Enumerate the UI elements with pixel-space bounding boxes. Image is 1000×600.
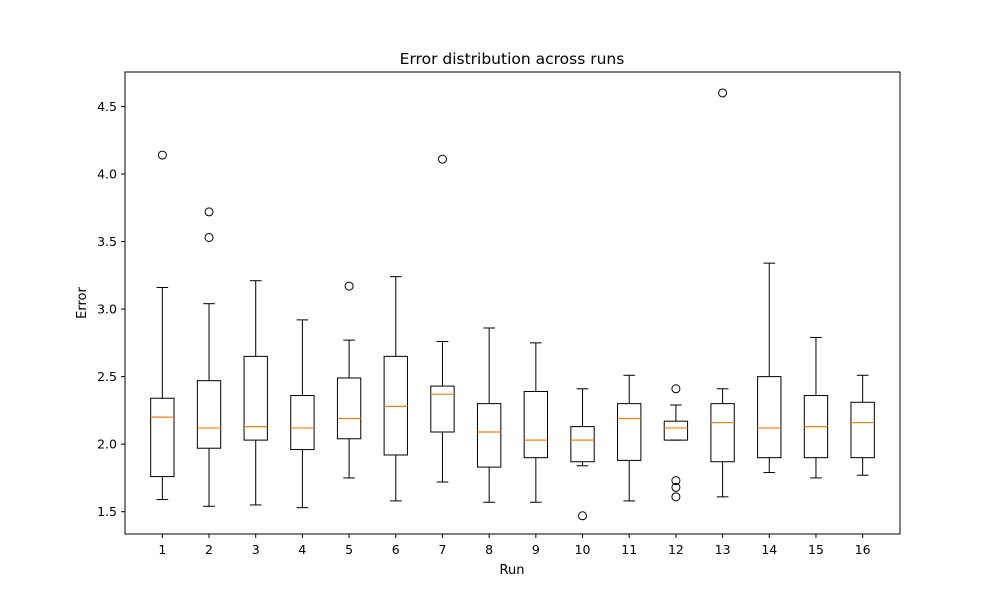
- outlier-point: [204, 232, 214, 242]
- iqr-box: [430, 385, 455, 433]
- box-run-7: [430, 154, 455, 483]
- x-axis-ticks: 1 2 3 4 5 6 7 8 9 10 11 12 13 14 15 16: [158, 534, 871, 557]
- x-tick-label: 9: [532, 542, 540, 557]
- x-tick-label: 2: [205, 542, 213, 557]
- outlier-point: [671, 482, 681, 492]
- y-tick-label: 1.5: [97, 504, 117, 519]
- iqr-box: [570, 426, 595, 463]
- y-tick-label: 3.0: [97, 302, 117, 317]
- x-tick-label: 12: [668, 542, 684, 557]
- y-axis-label: Error: [75, 287, 90, 319]
- box-run-11: [617, 374, 642, 502]
- box-run-3: [243, 280, 268, 506]
- box-run-6: [383, 276, 408, 502]
- y-tick-label: 2.5: [97, 369, 117, 384]
- box-run-5: [336, 281, 362, 479]
- outlier-point: [344, 281, 354, 291]
- outlier-point: [718, 88, 728, 98]
- boxes-layer: [150, 88, 875, 521]
- box-run-1: [150, 150, 175, 501]
- box-run-12: [663, 384, 689, 502]
- x-tick-label: 16: [855, 542, 871, 557]
- x-tick-label: 11: [621, 542, 637, 557]
- box-run-8: [476, 327, 502, 503]
- x-tick-label: 15: [808, 542, 824, 557]
- iqr-box: [663, 420, 689, 441]
- box-run-13: [710, 88, 735, 498]
- iqr-box: [150, 397, 175, 478]
- outlier-point: [578, 511, 588, 521]
- outlier-point: [671, 476, 681, 486]
- box-run-9: [523, 342, 549, 503]
- chart-title: Error distribution across runs: [400, 50, 625, 68]
- x-tick-label: 4: [298, 542, 306, 557]
- iqr-box: [383, 355, 408, 456]
- iqr-box: [290, 395, 315, 451]
- x-tick-label: 10: [575, 542, 591, 557]
- iqr-box: [617, 403, 642, 461]
- x-tick-label: 5: [345, 542, 353, 557]
- x-tick-label: 8: [485, 542, 493, 557]
- iqr-box: [523, 390, 549, 459]
- box-run-14: [757, 262, 782, 474]
- x-tick-label: 13: [715, 542, 731, 557]
- iqr-box: [196, 380, 222, 449]
- box-run-10: [570, 388, 595, 521]
- x-tick-label: 3: [252, 542, 260, 557]
- x-axis-label: Run: [500, 563, 525, 578]
- box-run-4: [290, 319, 315, 509]
- box-run-2: [196, 207, 222, 507]
- y-tick-label: 2.0: [97, 437, 117, 452]
- x-tick-label: 6: [392, 542, 400, 557]
- y-tick-label: 4.5: [97, 99, 117, 114]
- iqr-box: [243, 355, 268, 441]
- outlier-point: [204, 207, 214, 217]
- outlier-point: [671, 384, 681, 394]
- box-run-16: [850, 374, 875, 476]
- x-tick-label: 14: [761, 542, 777, 557]
- outlier-point: [671, 492, 681, 502]
- outlier-point: [157, 150, 167, 160]
- y-tick-label: 3.5: [97, 234, 117, 249]
- outlier-point: [437, 154, 447, 164]
- y-tick-label: 4.0: [97, 166, 117, 181]
- iqr-box: [757, 376, 782, 459]
- iqr-box: [850, 401, 875, 459]
- box-run-15: [803, 336, 829, 479]
- iqr-box: [336, 377, 362, 440]
- y-axis-ticks: 1.5 2.0 2.5 3.0 3.5 4.0 4.5: [97, 99, 125, 519]
- iqr-box: [476, 403, 502, 468]
- x-tick-label: 7: [438, 542, 446, 557]
- plot-area-frame: [124, 71, 901, 535]
- iqr-box: [710, 403, 735, 463]
- x-tick-label: 1: [158, 542, 166, 557]
